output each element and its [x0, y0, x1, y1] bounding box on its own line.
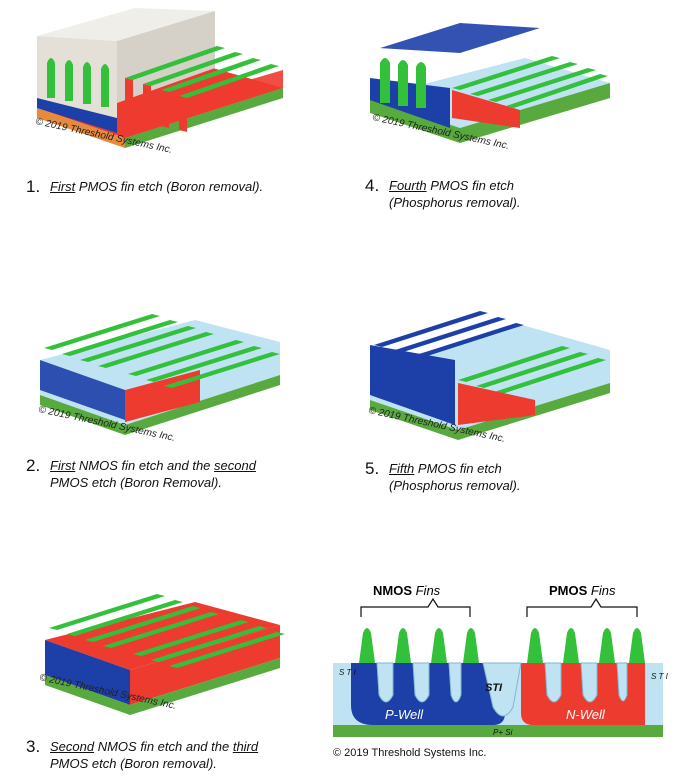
- nmos-brace: [360, 597, 471, 617]
- caption-5-number: 5.: [365, 459, 380, 478]
- cross-section-copyright: © 2019 Threshold Systems Inc.: [333, 747, 486, 759]
- caption-2-underlined: First: [50, 458, 76, 473]
- n-well-label: N-Well: [566, 707, 606, 722]
- caption-3-underlined-2: third: [232, 739, 259, 754]
- caption-4-underlined: Fourth: [389, 178, 427, 193]
- caption-5-underlined: Fifth: [389, 461, 415, 476]
- sti-center-label: STI: [485, 682, 503, 694]
- caption-3-text: NMOS fin etch and the: [94, 739, 233, 754]
- panel-4-illustration: © 2019 Threshold Systems Inc.: [360, 23, 630, 168]
- fin-cross-section: NMOS Fins PMOS Fins: [333, 575, 669, 765]
- caption-4-text-line2: (Phosphorus removal).: [389, 195, 521, 210]
- caption-3-text-line2: PMOS etch (Boron removal).: [50, 756, 217, 771]
- caption-1-text: PMOS fin etch (Boron removal).: [75, 179, 264, 194]
- caption-1-underlined: First: [50, 179, 76, 194]
- pmos-fins: [527, 628, 645, 663]
- pmos-fins-label: PMOS Fins: [549, 583, 616, 598]
- panel-2-illustration: © 2019 Threshold Systems Inc.: [30, 300, 290, 450]
- sti-left-label: S T I: [339, 668, 357, 677]
- nmos-fins: [357, 628, 481, 693]
- sti-right-label: S T I: [651, 672, 669, 681]
- pmos-brace: [526, 597, 638, 617]
- panel-1-illustration: © 2019 Threshold Systems Inc.: [25, 8, 295, 168]
- caption-1-number: 1.: [26, 177, 41, 196]
- trench-outlines: [376, 662, 628, 703]
- caption-5-text-line2: (Phosphorus removal).: [389, 478, 521, 493]
- substrate-region: [333, 725, 663, 737]
- center-sti-trench: [482, 662, 522, 717]
- caption-3-underlined: Second: [50, 739, 95, 754]
- substrate-label: P+ Si: [493, 728, 513, 737]
- caption-2-number: 2.: [26, 456, 41, 475]
- caption-4-text: PMOS fin etch: [426, 178, 514, 193]
- p-well-label: P-Well: [385, 707, 424, 722]
- caption-2-text: NMOS fin etch and the: [75, 458, 215, 473]
- caption-4-number: 4.: [365, 176, 380, 195]
- panel-5-illustration: © 2019 Threshold Systems Inc.: [360, 305, 630, 450]
- caption-5-text: PMOS fin etch: [414, 461, 502, 476]
- caption-2-text-line2: PMOS etch (Boron Removal).: [50, 475, 222, 490]
- nmos-fins-label: NMOS Fins: [373, 583, 441, 598]
- caption-2-underlined-2: second: [214, 458, 256, 473]
- caption-3-number: 3.: [26, 737, 41, 756]
- panel-3-illustration: © 2019 Threshold Systems Inc.: [35, 580, 295, 730]
